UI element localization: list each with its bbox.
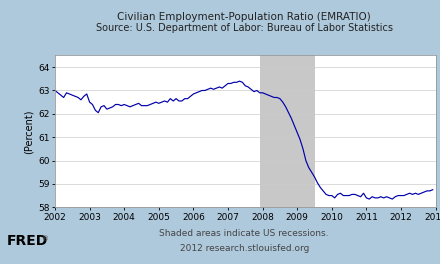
Bar xyxy=(260,55,315,207)
Text: 2012 research.stlouisfed.org: 2012 research.stlouisfed.org xyxy=(180,244,309,253)
Y-axis label: (Percent): (Percent) xyxy=(24,109,34,154)
Text: Shaded areas indicate US recessions.: Shaded areas indicate US recessions. xyxy=(159,229,329,238)
Text: Source: U.S. Department of Labor: Bureau of Labor Statistics: Source: U.S. Department of Labor: Bureau… xyxy=(96,23,393,33)
Text: Civilian Employment-Population Ratio (EMRATIO): Civilian Employment-Population Ratio (EM… xyxy=(117,12,371,22)
Text: FRED: FRED xyxy=(7,234,48,248)
Text: ®: ® xyxy=(42,236,49,242)
